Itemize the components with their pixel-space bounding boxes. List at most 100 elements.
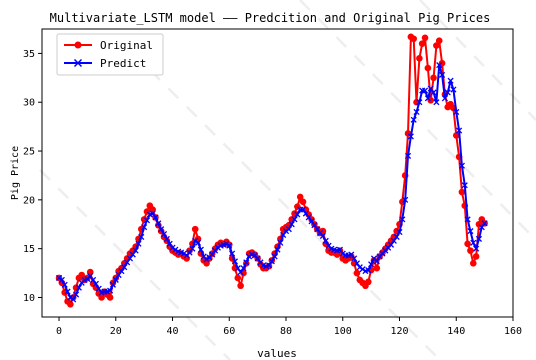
predict-point xyxy=(387,241,395,248)
series-predict xyxy=(55,62,488,303)
predict-point xyxy=(404,152,412,159)
predict-point xyxy=(87,272,94,280)
predict-point xyxy=(135,240,142,247)
x-axis-label: values xyxy=(257,347,297,360)
predict-point xyxy=(413,108,420,116)
predict-point xyxy=(467,228,474,235)
predict-point xyxy=(274,246,281,253)
predict-point xyxy=(464,216,471,223)
x-tick-label: 160 xyxy=(504,326,522,337)
predict-point xyxy=(439,71,446,78)
predict-point xyxy=(115,271,122,279)
original-point xyxy=(364,278,372,286)
predict-point xyxy=(152,214,159,221)
predict-point xyxy=(433,99,440,106)
original-point xyxy=(299,198,307,206)
predict-point xyxy=(416,99,423,106)
predict-point xyxy=(456,127,463,134)
predict-point xyxy=(311,222,318,229)
predict-point xyxy=(322,237,329,244)
predict-point xyxy=(129,251,136,258)
original-point xyxy=(234,274,242,282)
predict-point xyxy=(285,226,292,233)
x-tick-label: 60 xyxy=(223,326,235,337)
predict-point xyxy=(299,206,307,213)
predict-point xyxy=(294,211,301,218)
predict-point xyxy=(90,276,97,283)
original-point xyxy=(191,225,199,233)
predict-point xyxy=(197,246,204,253)
original-point xyxy=(98,294,105,301)
predict-point xyxy=(268,258,275,265)
x-tick-label: 100 xyxy=(334,326,352,337)
predict-point xyxy=(368,261,375,268)
original-point xyxy=(430,74,437,82)
predict-point xyxy=(194,239,202,246)
predict-point xyxy=(396,229,403,236)
predict-point xyxy=(132,247,139,254)
legend-original-label: Original xyxy=(100,39,153,52)
legend: Original Predict xyxy=(56,33,164,76)
predict-point xyxy=(109,281,116,288)
original-point xyxy=(469,260,477,267)
y-tick-label: 35 xyxy=(23,49,35,60)
y-tick-label: 30 xyxy=(23,98,35,109)
series-layer xyxy=(55,33,488,308)
original-point xyxy=(78,271,86,279)
x-axis-ticks: 0 20 40 60 80 100 120 140 160 xyxy=(56,317,522,337)
predict-point xyxy=(427,85,434,92)
original-point xyxy=(467,247,474,254)
predict-point xyxy=(444,89,451,96)
predict-point xyxy=(234,265,241,272)
plot-frame xyxy=(41,28,514,318)
original-point xyxy=(435,37,443,45)
original-point xyxy=(373,264,381,272)
original-point xyxy=(464,240,471,248)
predict-point xyxy=(70,296,77,303)
predict-point xyxy=(189,245,196,252)
x-tick-label: 140 xyxy=(447,326,465,337)
predict-point xyxy=(163,235,170,242)
predict-point xyxy=(336,246,343,253)
predict-point xyxy=(314,226,321,233)
predict-point xyxy=(461,182,468,189)
predict-point xyxy=(450,86,457,93)
y-tick-label: 10 xyxy=(23,293,35,304)
original-point xyxy=(424,64,432,72)
predict-point xyxy=(470,239,477,246)
legend-original-marker xyxy=(74,41,82,49)
predict-point xyxy=(399,216,406,223)
predict-point xyxy=(402,196,409,203)
y-tick-label: 15 xyxy=(23,244,35,255)
y-axis-ticks: 10 15 20 25 30 35 xyxy=(23,49,42,304)
predict-point xyxy=(126,255,134,262)
predict-point xyxy=(237,269,244,276)
predict-point xyxy=(410,116,417,123)
predict-point xyxy=(64,288,71,295)
y-tick-label: 25 xyxy=(23,147,35,158)
predict-point xyxy=(229,250,236,257)
predict-point xyxy=(441,95,448,102)
predict-point xyxy=(393,233,400,241)
predict-point xyxy=(138,233,145,241)
original-point xyxy=(353,269,361,277)
predict-point xyxy=(302,210,309,217)
predict-point xyxy=(209,251,216,258)
y-tick-label: 20 xyxy=(23,195,35,206)
predict-point xyxy=(254,255,261,262)
predict-point xyxy=(112,276,119,283)
original-point xyxy=(421,34,429,42)
x-tick-label: 120 xyxy=(390,326,408,337)
predict-point xyxy=(291,216,298,223)
predict-point xyxy=(240,265,247,272)
predict-point xyxy=(447,77,454,84)
predict-point xyxy=(288,221,295,228)
predict-point xyxy=(149,210,156,217)
predict-point xyxy=(143,217,151,224)
predict-point xyxy=(124,259,131,266)
predict-point xyxy=(226,242,233,249)
predict-point xyxy=(351,255,358,262)
predict-point xyxy=(319,232,326,240)
